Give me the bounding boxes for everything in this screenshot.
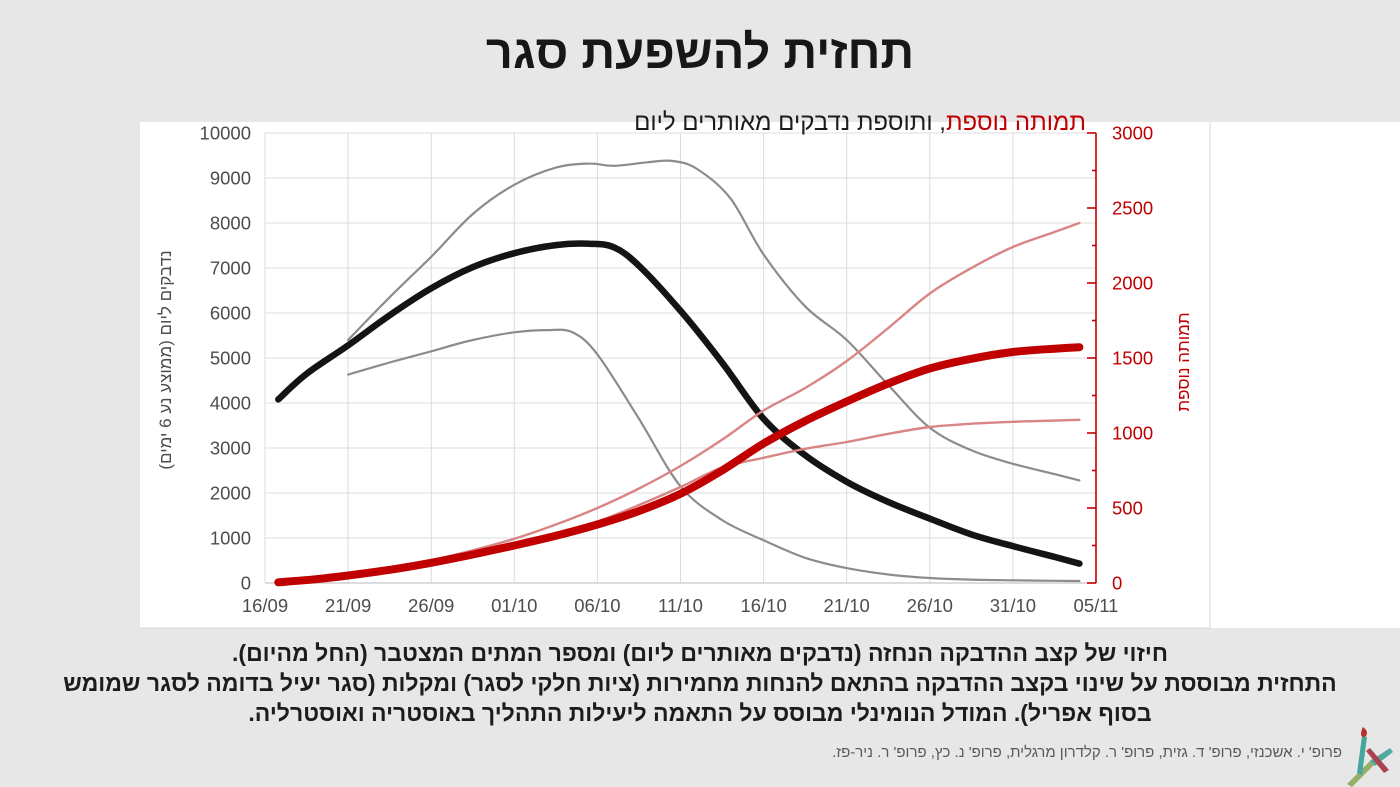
axis-tick-label: 9000 — [210, 168, 251, 189]
axis-tick-label: 4000 — [210, 393, 251, 414]
axis-tick-label: 10000 — [200, 123, 251, 144]
axis-tick-label: 21/10 — [824, 595, 870, 616]
axis-tick-label: 31/10 — [990, 595, 1036, 616]
axis-tick-label: 3000 — [210, 438, 251, 459]
axis-tick-label: 01/10 — [491, 595, 537, 616]
chart-subtitle-rest: , ותוספת נדבקים מאותרים ליום — [634, 109, 946, 136]
axis-tick-label: 7000 — [210, 258, 251, 279]
description-line-2: התחזית מבוססת על שינוי בקצב ההדבקה בהתאם… — [63, 670, 1337, 696]
axis-tick-label: 6000 — [210, 303, 251, 324]
axis-tick-label: 2000 — [1112, 273, 1153, 294]
series-infections-lower-bound — [347, 328, 1081, 583]
description-line-1: חיזוי של קצב ההדבקה הנחזה (נדבקים מאותרי… — [232, 640, 1168, 666]
series-infections-upper-bound — [347, 159, 1081, 482]
axis-tick-label: 26/09 — [408, 595, 454, 616]
axis-tick-label: 8000 — [210, 213, 251, 234]
authors-credits: פרופ' י. אשכנזי, פרופ' ד. גזית, פרופ' ר.… — [832, 744, 1342, 761]
axis-tick-label: 5000 — [210, 348, 251, 369]
axis-tick-label: 05/11 — [1074, 595, 1119, 616]
left-axis-title: נדבקים ליום (ממוצע נע 6 ימים) — [156, 250, 175, 470]
page-title: תחזית להשפעת סגר — [485, 25, 915, 78]
axis-tick-label: 2500 — [1112, 198, 1153, 219]
axis-tick-label: 1000 — [1112, 423, 1153, 444]
series-infections-forecast — [275, 240, 1083, 567]
logo-flame — [1361, 727, 1367, 738]
series-added-mortality-forecast — [274, 343, 1084, 587]
axis-tick-label: 500 — [1112, 498, 1143, 519]
axis-tick-label: 1500 — [1112, 348, 1153, 369]
axis-tick-label: 3000 — [1112, 123, 1153, 144]
axis-tick-label: 26/10 — [907, 595, 953, 616]
logo-torch-stem — [1357, 736, 1367, 775]
description-line-3: בסוף אפריל). המודל הנומינלי מבוסס על התא… — [248, 700, 1152, 726]
logo-crimson-stroke — [1366, 748, 1389, 773]
forecast-description: חיזוי של קצב ההדבקה הנחזה (נדבקים מאותרי… — [0, 638, 1400, 728]
axis-tick-label: 11/10 — [658, 595, 703, 616]
torch-aleph-logo — [1347, 727, 1393, 787]
chart-subtitle: תמותה נוספת, ותוספת נדבקים מאותרים ליום — [634, 109, 1086, 137]
axis-tick-label: 0 — [241, 573, 251, 594]
axis-tick-label: 2000 — [210, 483, 251, 504]
axis-tick-label: 06/10 — [574, 595, 620, 616]
axis-tick-label: 0 — [1112, 573, 1122, 594]
right-axis-title: תמותה נוספת — [1174, 312, 1193, 412]
axis-tick-label: 21/09 — [325, 595, 371, 616]
axis-tick-label: 16/10 — [740, 595, 786, 616]
axis-tick-label: 16/09 — [242, 595, 288, 616]
axis-tick-label: 1000 — [210, 528, 251, 549]
chart-subtitle-highlight: תמותה נוספת — [945, 109, 1086, 136]
